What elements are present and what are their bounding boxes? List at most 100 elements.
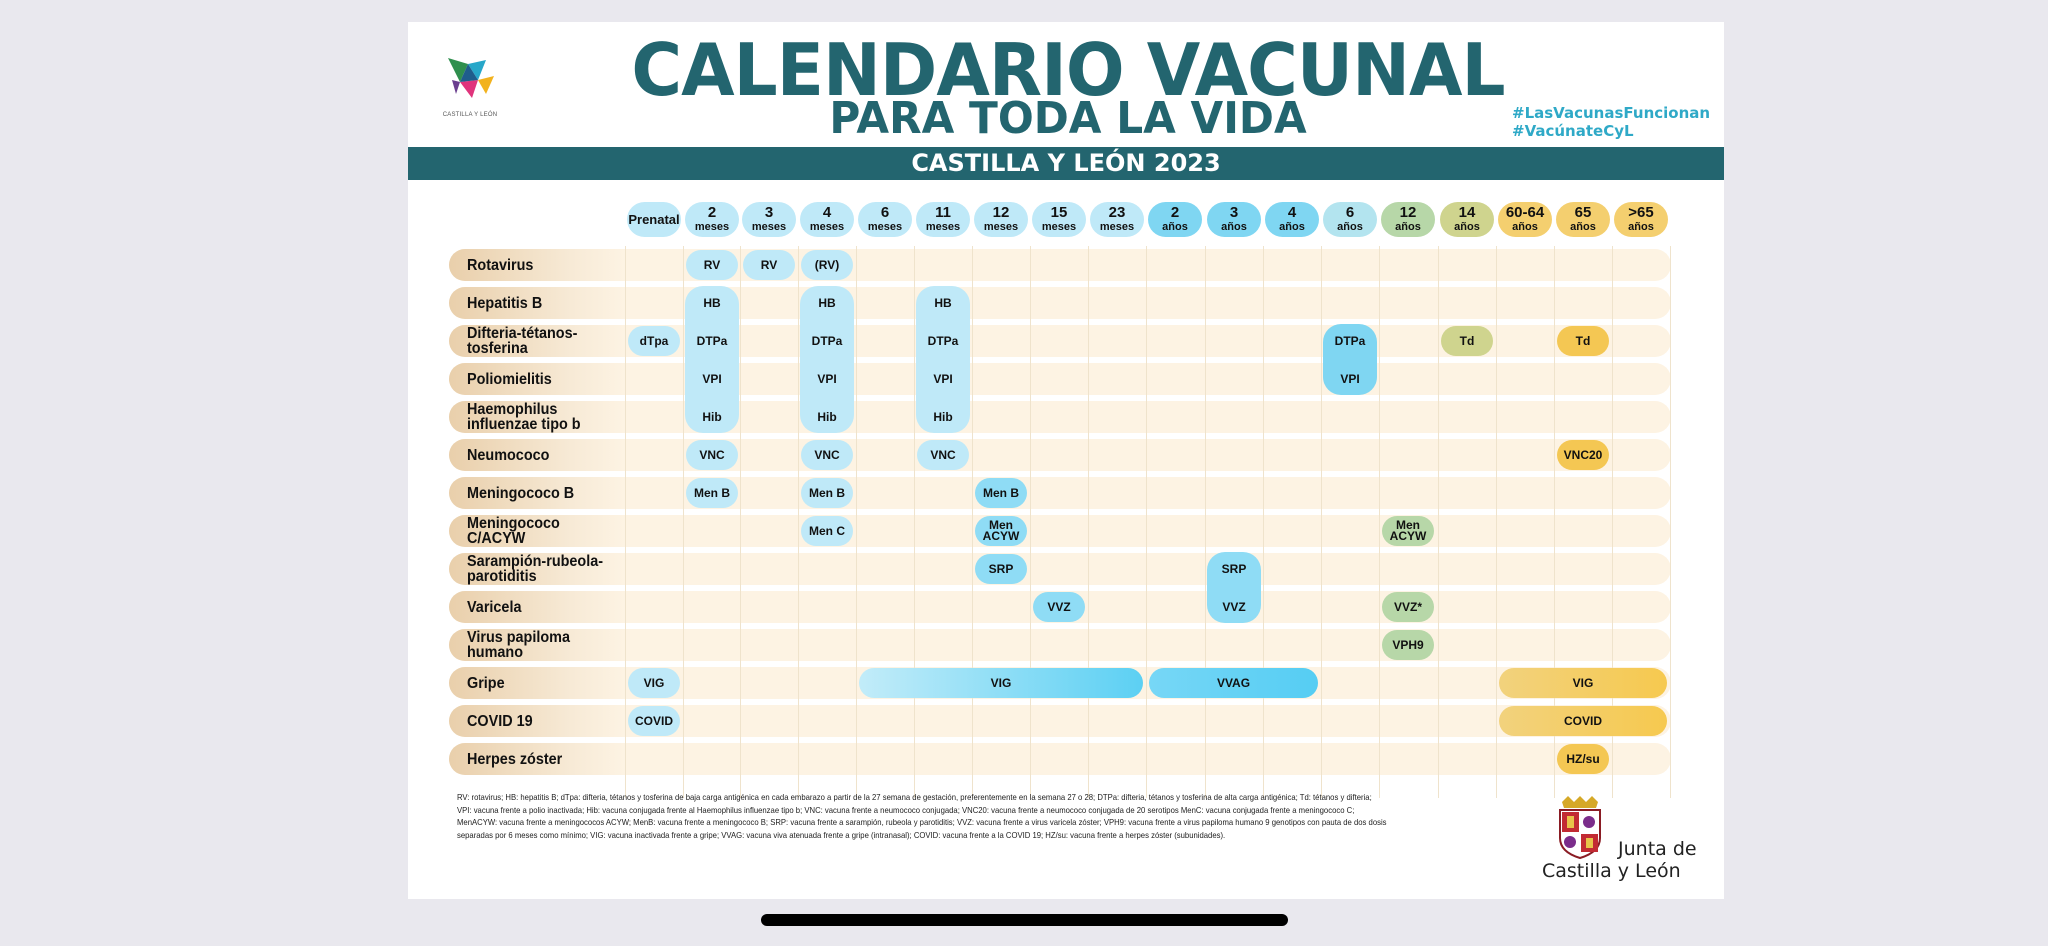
age-unit: meses — [983, 221, 1019, 233]
vaccine-rv[interactable]: RV — [686, 250, 738, 280]
vaccine-dtpa[interactable]: DTPa — [696, 333, 728, 348]
row-label: Meningococo B — [467, 484, 575, 502]
page-title: CALENDARIO VACUNAL — [631, 28, 1505, 112]
age-number: 2 — [707, 204, 717, 221]
age-number: 23 — [1108, 204, 1126, 221]
vaccine-vnc[interactable]: VNC — [801, 440, 853, 470]
vaccine-hb[interactable]: HB — [934, 295, 952, 310]
vaccine-srp[interactable]: SRP — [975, 554, 1027, 584]
vaccine-group-bg — [800, 286, 854, 433]
age-unit: años — [1454, 221, 1480, 233]
vaccine-hib[interactable]: Hib — [933, 409, 953, 424]
vaccine-vig[interactable]: VIG — [859, 668, 1143, 698]
table-row — [449, 629, 1671, 661]
column-separator — [1496, 246, 1497, 798]
age-number: 15 — [1050, 204, 1068, 221]
home-indicator[interactable] — [761, 914, 1288, 926]
vaccine-vig[interactable]: VIG — [1499, 668, 1667, 698]
vaccine-dtpa[interactable]: DTPa — [811, 333, 843, 348]
vaccine-group-bg — [916, 286, 970, 433]
column-separator — [798, 246, 799, 798]
row-label-bg — [449, 591, 624, 623]
page-subtitle: PARA TODA LA VIDA — [829, 93, 1307, 144]
age-number: >65 — [1628, 204, 1654, 221]
row-label-bg — [449, 439, 624, 471]
vaccine-menc[interactable]: Men C — [801, 516, 853, 546]
age-header: 23 meses — [1090, 202, 1144, 237]
note-line: separadas por 6 meses como mínimo; VIG: … — [457, 829, 1226, 840]
age-header: 4 meses — [800, 202, 854, 237]
abbreviation-notes: RV: rotavirus; HB: hepatitis B; dTpa: di… — [457, 791, 1457, 841]
vaccine-hib[interactable]: Hib — [702, 409, 722, 424]
vaccine-dtpa-prenatal[interactable]: dTpa — [628, 326, 680, 356]
row-label-bg — [449, 553, 624, 585]
vaccine-covid[interactable]: COVID — [628, 706, 680, 736]
age-header: 12 meses — [974, 202, 1028, 237]
vaccine-hzsu[interactable]: HZ/su — [1557, 744, 1609, 774]
vaccine-vnc[interactable]: VNC — [917, 440, 969, 470]
vaccine-vig[interactable]: VIG — [628, 668, 680, 698]
vaccine-hb[interactable]: HB — [818, 295, 836, 310]
vaccine-menb[interactable]: Men B — [686, 478, 738, 508]
age-unit: años — [1279, 221, 1305, 233]
age-header: 2 meses — [685, 202, 739, 237]
vaccine-vvz[interactable]: VVZ — [1033, 592, 1085, 622]
row-label-bg — [449, 401, 624, 433]
vaccine-group-bg — [1323, 324, 1377, 395]
age-header: 6 meses — [858, 202, 912, 237]
vaccine-vvz[interactable]: VVZ* — [1382, 592, 1434, 622]
vaccine-td[interactable]: Td — [1557, 326, 1609, 356]
age-unit: años — [1512, 221, 1538, 233]
vaccine-vnc[interactable]: VNC20 — [1557, 440, 1609, 470]
vaccine-vvz[interactable]: VVZ — [1222, 599, 1246, 614]
logo-mark-icon — [448, 58, 494, 98]
vaccine-menacyw[interactable]: Men ACYW — [1382, 516, 1434, 546]
row-label-bg — [449, 705, 624, 737]
vaccine-vpi[interactable]: VPI — [817, 371, 837, 386]
vaccine-vph[interactable]: VPH9 — [1382, 630, 1434, 660]
vaccine-vpi[interactable]: VPI — [933, 371, 953, 386]
age-number: 4 — [1287, 204, 1297, 221]
vaccine-hib[interactable]: Hib — [817, 409, 837, 424]
table-row — [449, 477, 1671, 509]
age-unit: meses — [809, 221, 845, 233]
vaccine-vpi[interactable]: VPI — [702, 371, 722, 386]
vaccine-srp[interactable]: SRP — [1221, 561, 1247, 576]
table-row — [449, 515, 1671, 547]
table-row — [449, 401, 1671, 433]
vaccine-covid[interactable]: COVID — [1499, 706, 1667, 736]
column-separator — [683, 246, 684, 798]
vaccine-vpi[interactable]: VPI — [1340, 371, 1360, 386]
vaccine-vnc[interactable]: VNC — [686, 440, 738, 470]
coat-of-arms-icon — [1559, 796, 1601, 860]
vaccine-dtpa[interactable]: DTPa — [927, 333, 959, 348]
vaccine-dtpa[interactable]: DTPa — [1334, 333, 1366, 348]
vaccine-td[interactable]: Td — [1441, 326, 1493, 356]
age-unit: meses — [925, 221, 961, 233]
column-separator — [856, 246, 857, 798]
table-row — [449, 249, 1671, 281]
vaccine-menb[interactable]: Men B — [801, 478, 853, 508]
vaccine-rv[interactable]: (RV) — [801, 250, 853, 280]
column-separator — [914, 246, 915, 798]
hashtag-vacunate-cyl[interactable]: #VacúnateCyL — [1512, 122, 1634, 140]
table-row — [449, 553, 1671, 585]
vaccine-hb[interactable]: HB — [703, 295, 721, 310]
age-header: 6 años — [1323, 202, 1377, 237]
row-label: Hepatitis B — [467, 294, 543, 312]
row-label: Herpes zóster — [467, 750, 563, 768]
castilla-leon-logo: CASTILLA Y LEÓN — [438, 50, 502, 126]
column-separator — [1088, 246, 1089, 798]
table-row — [449, 439, 1671, 471]
hashtag-vacunas-funcionan[interactable]: #LasVacunasFuncionan — [1512, 104, 1711, 122]
age-number: 11 — [935, 204, 951, 221]
vaccine-menacyw[interactable]: Men ACYW — [975, 516, 1027, 546]
age-unit: meses — [1099, 221, 1135, 233]
vaccine-vvag[interactable]: VVAG — [1149, 668, 1318, 698]
column-separator — [625, 246, 626, 798]
table-row — [449, 743, 1671, 775]
vaccine-menb[interactable]: Men B — [975, 478, 1027, 508]
vaccine-rv[interactable]: RV — [743, 250, 795, 280]
column-separator — [1146, 246, 1147, 798]
row-label-bg — [449, 629, 624, 661]
